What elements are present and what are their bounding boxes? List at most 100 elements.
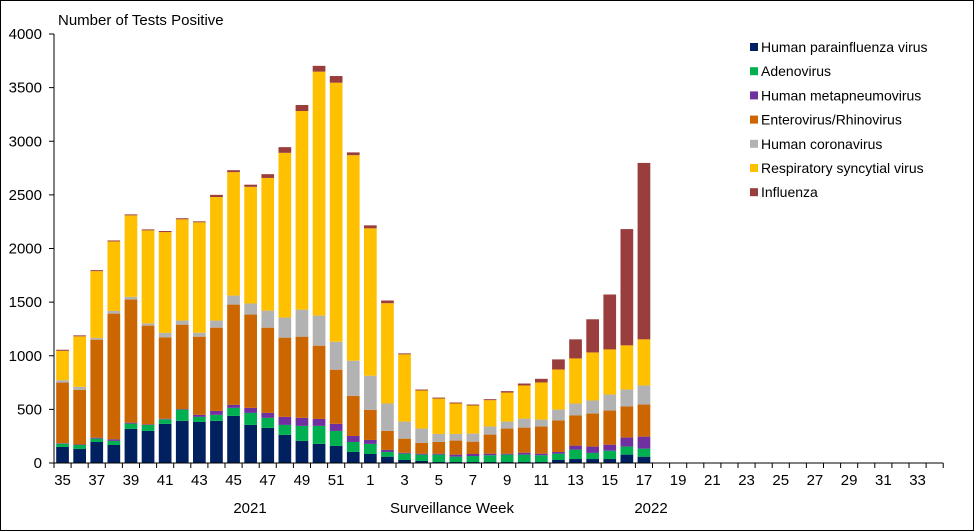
bar-influenza-week-1 (364, 225, 377, 229)
bar-human-coronavirus-week-38 (107, 310, 121, 314)
bar-respiratory-syncytial-virus-week-36 (73, 336, 86, 387)
bar-influenza-week-9 (500, 391, 514, 393)
bar-human-coronavirus-week-9 (500, 421, 514, 429)
x-tick-label: 17 (636, 472, 653, 489)
bar-human-coronavirus-week-48 (278, 317, 292, 338)
bar-adenovirus-week-7 (466, 456, 480, 463)
bar-enterovirus-rhinovirus-week-39 (124, 299, 138, 423)
bar-adenovirus-week-37 (90, 438, 104, 442)
bar-human-metapneumovirus-week-47 (261, 412, 275, 418)
bar-human-metapneumovirus-week-16 (620, 437, 634, 447)
bar-influenza-week-41 (158, 231, 172, 233)
bar-human-parainfluenza-virus-week-52 (346, 451, 360, 463)
bar-enterovirus-rhinovirus-week-1 (364, 409, 377, 440)
bar-respiratory-syncytial-virus-week-40 (141, 230, 155, 324)
bar-human-coronavirus-week-15 (603, 394, 617, 411)
bar-enterovirus-rhinovirus-week-47 (261, 327, 275, 413)
bar-respiratory-syncytial-virus-week-17 (637, 339, 651, 386)
x-tick-label: 21 (704, 472, 721, 489)
bar-human-coronavirus-week-1 (364, 375, 377, 410)
y-axis: 0 500 1000 1500 2000 2500 3000 3500 4000 (9, 26, 55, 472)
bars (56, 65, 651, 463)
bar-adenovirus-week-39 (124, 423, 138, 429)
legend-label: Adenovirus (761, 63, 831, 79)
bar-respiratory-syncytial-virus-week-12 (552, 369, 565, 410)
bar-enterovirus-rhinovirus-week-41 (158, 337, 172, 419)
bar-human-metapneumovirus-week-10 (517, 452, 531, 455)
bar-respiratory-syncytial-virus-week-4 (415, 390, 428, 429)
bar-influenza-week-44 (210, 194, 223, 198)
bar-human-coronavirus-week-49 (295, 309, 309, 337)
bar-human-parainfluenza-virus-week-12 (552, 459, 565, 463)
bar-enterovirus-rhinovirus-week-10 (517, 427, 531, 453)
bar-human-parainfluenza-virus-week-37 (90, 441, 104, 463)
x-tick-label: 31 (875, 472, 892, 489)
bar-human-metapneumovirus-week-12 (552, 451, 565, 454)
bar-human-parainfluenza-virus-week-15 (603, 459, 617, 463)
bar-respiratory-syncytial-virus-week-3 (398, 354, 411, 422)
bar-human-metapneumovirus-week-46 (244, 407, 257, 413)
bar-enterovirus-rhinovirus-week-51 (329, 369, 343, 424)
bar-respiratory-syncytial-virus-week-44 (210, 197, 223, 321)
bar-human-metapneumovirus-week-13 (569, 445, 582, 450)
bar-respiratory-syncytial-virus-week-52 (346, 155, 360, 361)
bar-human-parainfluenza-virus-week-49 (295, 440, 309, 463)
bar-enterovirus-rhinovirus-week-50 (312, 345, 326, 419)
bar-enterovirus-rhinovirus-week-49 (295, 336, 309, 418)
bar-respiratory-syncytial-virus-week-6 (449, 403, 463, 434)
bar-respiratory-syncytial-virus-week-5 (432, 398, 446, 434)
bar-influenza-week-12 (552, 359, 565, 370)
year-label-2022: 2022 (634, 500, 667, 517)
bar-influenza-week-13 (569, 339, 582, 359)
bar-human-metapneumovirus-week-17 (637, 436, 651, 449)
bar-human-parainfluenza-virus-week-36 (73, 448, 86, 463)
legend: Human parainfluenza virus Adenovirus Human… (750, 39, 928, 200)
bar-respiratory-syncytial-virus-week-2 (381, 303, 394, 404)
bar-influenza-week-35 (56, 349, 69, 351)
bar-respiratory-syncytial-virus-week-50 (312, 71, 326, 316)
bar-enterovirus-rhinovirus-week-15 (603, 410, 617, 445)
bar-influenza-week-16 (620, 229, 634, 346)
bar-human-parainfluenza-virus-week-50 (312, 443, 326, 463)
bar-human-metapneumovirus-week-50 (312, 418, 326, 426)
bar-adenovirus-week-14 (586, 452, 599, 460)
bar-respiratory-syncytial-virus-week-15 (603, 349, 617, 395)
bar-human-metapneumovirus-week-44 (210, 410, 223, 415)
bar-enterovirus-rhinovirus-week-9 (500, 428, 514, 454)
bar-enterovirus-rhinovirus-week-37 (90, 339, 104, 438)
bar-enterovirus-rhinovirus-week-7 (466, 441, 480, 454)
bar-respiratory-syncytial-virus-week-13 (569, 358, 582, 404)
bar-adenovirus-week-52 (346, 441, 360, 452)
x-tick-label: 15 (601, 472, 618, 489)
legend-swatch (750, 188, 758, 197)
bar-respiratory-syncytial-virus-week-9 (500, 392, 514, 422)
bar-enterovirus-rhinovirus-week-14 (586, 413, 599, 447)
bar-human-metapneumovirus-week-39 (124, 422, 138, 424)
bar-influenza-week-15 (603, 294, 617, 350)
bar-adenovirus-week-10 (517, 454, 531, 463)
bar-human-coronavirus-week-42 (175, 320, 189, 325)
bar-human-coronavirus-week-14 (586, 400, 599, 414)
bar-influenza-week-45 (227, 170, 240, 173)
bar-respiratory-syncytial-virus-week-11 (535, 382, 548, 420)
bar-human-metapneumovirus-week-6 (449, 454, 463, 457)
bar-human-metapneumovirus-week-35 (56, 443, 69, 444)
bar-adenovirus-week-49 (295, 425, 309, 441)
bar-human-parainfluenza-virus-week-51 (329, 445, 343, 463)
bar-adenovirus-week-12 (552, 453, 565, 460)
legend-swatch (750, 67, 758, 76)
bar-adenovirus-week-50 (312, 425, 326, 444)
bar-adenovirus-week-46 (244, 412, 257, 425)
bar-human-metapneumovirus-week-42 (175, 409, 189, 410)
bar-human-parainfluenza-virus-week-45 (227, 415, 240, 463)
bar-adenovirus-week-47 (261, 417, 275, 428)
bar-influenza-week-14 (586, 319, 599, 353)
bar-human-coronavirus-week-50 (312, 315, 326, 346)
bar-human-coronavirus-week-8 (483, 426, 497, 435)
bar-adenovirus-week-36 (73, 444, 86, 449)
bar-influenza-week-7 (466, 404, 480, 406)
year-label-2021: 2021 (233, 500, 266, 517)
bar-enterovirus-rhinovirus-week-2 (381, 430, 394, 450)
y-tick-label: 1500 (9, 294, 42, 311)
y-tick-label: 1000 (9, 348, 42, 365)
